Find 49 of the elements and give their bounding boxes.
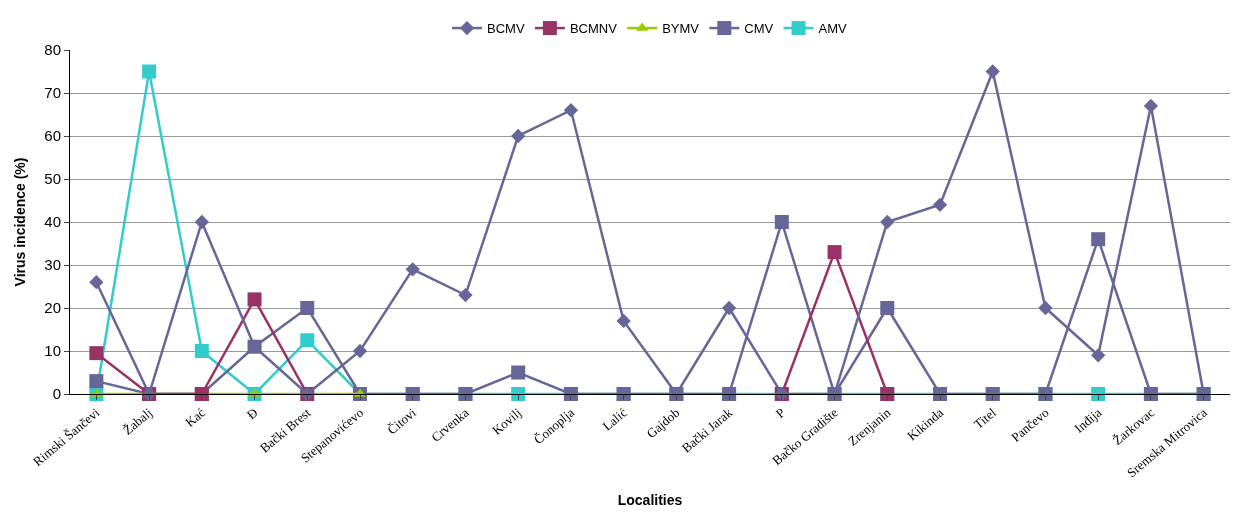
y-axis-title: Virus incidence (%) bbox=[11, 157, 28, 287]
x-tick-label: Titel bbox=[970, 404, 1000, 432]
point bbox=[511, 365, 526, 380]
legend-label: AMV bbox=[818, 21, 848, 37]
x-axis-title: Localities bbox=[617, 491, 683, 508]
legend-label: BCMV bbox=[487, 21, 525, 37]
x-tick-label: Kać bbox=[182, 404, 209, 430]
point bbox=[827, 245, 842, 260]
point bbox=[89, 275, 104, 290]
point bbox=[458, 287, 473, 303]
point bbox=[1143, 98, 1159, 114]
point bbox=[774, 215, 789, 229]
point bbox=[194, 344, 209, 358]
legend-label: BYMV bbox=[662, 21, 700, 37]
point bbox=[721, 300, 737, 316]
point bbox=[300, 301, 315, 315]
point bbox=[880, 301, 895, 315]
y-tick-label: 40 bbox=[44, 213, 61, 231]
point bbox=[300, 333, 315, 348]
point bbox=[194, 214, 209, 230]
point bbox=[985, 64, 1000, 79]
legend-label: BCMNV bbox=[569, 21, 618, 37]
point bbox=[142, 64, 157, 79]
point bbox=[352, 343, 368, 359]
point bbox=[89, 346, 104, 361]
point bbox=[616, 313, 631, 329]
point bbox=[1091, 348, 1106, 363]
y-tick-label: 50 bbox=[44, 170, 61, 188]
y-tick-label: 70 bbox=[44, 84, 61, 102]
y-tick-label: 20 bbox=[44, 299, 61, 317]
legend-label: CMV bbox=[744, 21, 774, 37]
y-tick-label: 30 bbox=[44, 256, 61, 274]
y-tick-label: 60 bbox=[44, 127, 61, 145]
y-tick-label: 0 bbox=[52, 385, 61, 403]
point bbox=[511, 128, 526, 144]
y-tick-label: 10 bbox=[44, 342, 61, 360]
x-tick-label: Đ bbox=[243, 404, 261, 423]
point bbox=[405, 262, 420, 277]
point bbox=[511, 387, 526, 401]
point bbox=[247, 292, 262, 307]
x-tick-label: P bbox=[772, 404, 788, 422]
point bbox=[880, 214, 895, 230]
point bbox=[1091, 387, 1106, 401]
point bbox=[1038, 300, 1053, 316]
point bbox=[932, 197, 948, 212]
point bbox=[563, 103, 579, 118]
point bbox=[1091, 232, 1106, 247]
y-tick-label: 80 bbox=[44, 41, 61, 59]
point bbox=[89, 374, 104, 389]
